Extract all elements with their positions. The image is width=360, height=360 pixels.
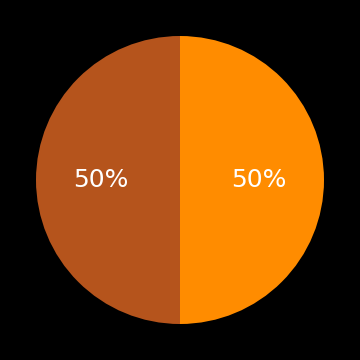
Wedge shape	[180, 36, 324, 324]
Text: 50%: 50%	[231, 168, 287, 192]
Text: 50%: 50%	[73, 168, 129, 192]
Wedge shape	[36, 36, 180, 324]
